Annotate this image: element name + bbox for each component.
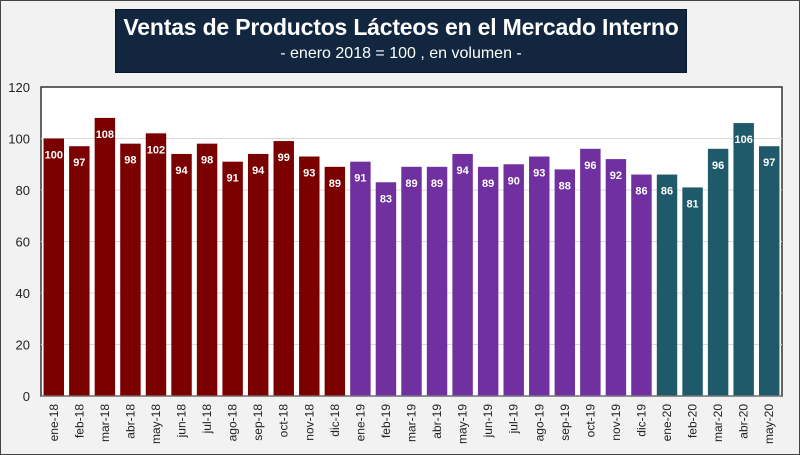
bar	[426, 166, 448, 396]
x-tick-label: dic-19	[634, 404, 648, 437]
data-label: 98	[124, 155, 136, 167]
x-tick-label: mar-19	[405, 404, 419, 442]
data-label: 83	[380, 193, 392, 205]
x-tick-label: jun-18	[175, 404, 189, 439]
x-tick-label: abr-20	[737, 404, 751, 439]
x-tick-label: may-18	[149, 404, 163, 444]
bar	[324, 166, 346, 396]
x-tick-label: feb-19	[379, 404, 393, 438]
bar	[120, 143, 141, 396]
y-tick-label: 60	[16, 235, 30, 250]
x-tick-label: sep-19	[558, 404, 572, 441]
data-label: 94	[252, 165, 265, 177]
bar	[171, 153, 192, 396]
x-tick-label: may-20	[762, 404, 776, 444]
x-tick-label: feb-18	[72, 404, 86, 438]
data-label: 90	[508, 175, 520, 187]
bar	[401, 166, 422, 396]
data-label: 89	[329, 178, 341, 190]
bar	[43, 138, 64, 396]
chart-title: Ventas de Productos Lácteos en el Mercad…	[123, 14, 679, 40]
y-tick-label: 0	[23, 389, 30, 404]
bar	[196, 143, 218, 396]
bar	[222, 161, 243, 396]
bar	[477, 166, 499, 396]
data-label: 96	[584, 160, 596, 172]
data-label: 97	[763, 157, 775, 169]
x-tick-label: abr-18	[123, 404, 137, 439]
bar	[656, 174, 678, 396]
bar	[299, 156, 320, 396]
data-label: 93	[303, 168, 315, 180]
chart-subtitle: - enero 2018 = 100 , en volumen -	[280, 45, 522, 62]
bar	[554, 169, 576, 396]
x-tick-label: dic-18	[328, 404, 342, 437]
bar	[350, 161, 371, 396]
x-tick-label: abr-19	[430, 404, 444, 439]
data-label: 97	[73, 157, 85, 169]
bar	[247, 153, 269, 396]
x-tick-label: ene-20	[660, 404, 674, 442]
x-tick-label: feb-20	[686, 404, 700, 438]
x-tick-label: nov-19	[609, 404, 623, 441]
x-tick-label: oct-19	[583, 404, 597, 438]
bar	[605, 159, 627, 396]
data-label: 94	[456, 165, 469, 177]
x-tick-label: ene-19	[353, 404, 367, 442]
y-tick-label: 120	[8, 80, 30, 95]
bar	[707, 148, 729, 396]
data-label: 108	[96, 129, 114, 141]
x-tick-label: ago-18	[226, 404, 240, 442]
bar	[94, 117, 116, 397]
title-box: Ventas de Productos Lácteos en el Mercad…	[115, 9, 687, 73]
x-tick-label: jul-18	[200, 404, 214, 435]
y-tick-label: 20	[16, 338, 30, 353]
y-tick-label: 80	[16, 183, 30, 198]
data-label: 99	[278, 152, 290, 164]
x-tick-label: may-19	[456, 404, 470, 444]
data-label: 100	[45, 150, 63, 162]
data-label: 92	[610, 170, 622, 182]
data-label: 98	[201, 155, 213, 167]
bar	[452, 153, 473, 396]
data-label: 93	[533, 168, 545, 180]
data-label: 86	[635, 186, 647, 198]
data-label: 91	[354, 173, 366, 185]
x-tick-label: oct-18	[277, 404, 291, 438]
data-label: 89	[431, 178, 443, 190]
y-tick-label: 40	[16, 286, 30, 301]
data-label: 88	[559, 180, 571, 192]
x-tick-label: mar-18	[98, 404, 112, 442]
bar	[733, 123, 754, 397]
x-tick-label: mar-20	[711, 404, 725, 442]
bar	[145, 133, 167, 396]
x-tick-label: ago-19	[532, 404, 546, 442]
data-label: 89	[482, 178, 494, 190]
data-label: 94	[175, 165, 188, 177]
bar	[631, 174, 652, 396]
data-label: 91	[227, 173, 239, 185]
x-tick-label: jun-19	[481, 404, 495, 439]
data-label: 96	[712, 160, 724, 172]
x-tick-label: sep-18	[251, 404, 265, 441]
bar	[682, 187, 703, 396]
bar	[69, 146, 90, 396]
x-tick-label: nov-18	[302, 404, 316, 441]
bar	[529, 156, 550, 396]
data-label: 86	[661, 186, 673, 198]
data-label: 102	[147, 144, 165, 156]
data-label: 81	[686, 198, 698, 210]
bar	[503, 164, 524, 396]
data-label: 106	[734, 134, 752, 146]
y-tick-label: 100	[8, 132, 30, 147]
bar	[580, 148, 601, 396]
x-tick-label: ene-18	[47, 404, 61, 442]
bar	[273, 141, 294, 396]
x-tick-label: jul-19	[507, 404, 521, 435]
bar	[375, 182, 397, 396]
bar	[759, 146, 780, 396]
data-label: 89	[405, 178, 417, 190]
